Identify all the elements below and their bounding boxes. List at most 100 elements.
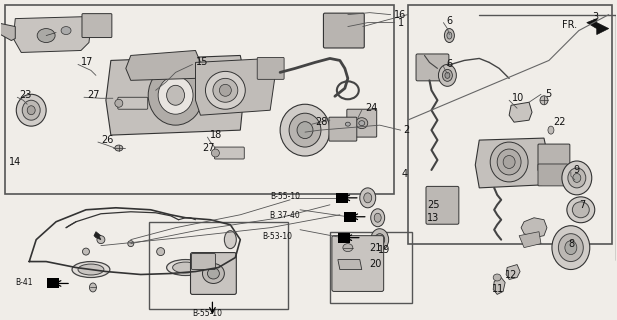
Bar: [408, 5, 611, 244]
Text: 26: 26: [101, 135, 114, 145]
Text: 6: 6: [446, 16, 452, 26]
Ellipse shape: [22, 100, 40, 120]
Ellipse shape: [442, 69, 452, 81]
Ellipse shape: [97, 236, 105, 244]
Text: 12: 12: [505, 270, 518, 281]
FancyBboxPatch shape: [82, 14, 112, 37]
Ellipse shape: [439, 64, 457, 86]
Ellipse shape: [567, 197, 595, 223]
Text: 4: 4: [402, 169, 408, 179]
Polygon shape: [0, 23, 15, 41]
Ellipse shape: [89, 283, 96, 292]
Text: 8: 8: [569, 239, 575, 249]
Polygon shape: [126, 51, 201, 80]
Ellipse shape: [37, 28, 55, 43]
Ellipse shape: [568, 168, 586, 188]
Bar: [338, 233, 350, 243]
Ellipse shape: [360, 188, 376, 208]
Ellipse shape: [562, 161, 592, 195]
Text: 20: 20: [370, 259, 382, 268]
Ellipse shape: [205, 71, 246, 109]
Text: 24: 24: [365, 103, 377, 113]
Text: B-41: B-41: [15, 278, 33, 287]
Ellipse shape: [371, 209, 384, 227]
Ellipse shape: [548, 126, 554, 134]
FancyBboxPatch shape: [332, 236, 384, 292]
Ellipse shape: [377, 237, 382, 243]
Ellipse shape: [558, 234, 583, 261]
Text: 10: 10: [512, 93, 524, 103]
FancyBboxPatch shape: [215, 147, 244, 159]
Text: B-53-10: B-53-10: [262, 232, 292, 241]
Ellipse shape: [289, 113, 321, 147]
Text: B-55-10: B-55-10: [270, 192, 300, 201]
Ellipse shape: [503, 156, 515, 168]
FancyBboxPatch shape: [191, 253, 215, 269]
Polygon shape: [94, 232, 101, 240]
Ellipse shape: [497, 149, 521, 175]
Ellipse shape: [346, 122, 350, 126]
Text: 25: 25: [428, 200, 440, 210]
Text: B 37-40: B 37-40: [270, 211, 300, 220]
FancyBboxPatch shape: [118, 97, 147, 109]
Ellipse shape: [371, 229, 389, 251]
Polygon shape: [587, 19, 609, 35]
Ellipse shape: [148, 65, 203, 125]
Bar: [336, 193, 348, 203]
Ellipse shape: [343, 244, 353, 252]
Text: 16: 16: [394, 10, 406, 20]
FancyBboxPatch shape: [329, 117, 357, 141]
Ellipse shape: [61, 27, 71, 35]
Text: 9: 9: [574, 165, 580, 175]
Ellipse shape: [364, 193, 371, 203]
FancyBboxPatch shape: [347, 109, 377, 137]
Polygon shape: [509, 102, 532, 122]
Ellipse shape: [167, 260, 204, 276]
Ellipse shape: [447, 32, 452, 39]
Polygon shape: [196, 59, 275, 115]
Bar: [149, 222, 288, 309]
Ellipse shape: [78, 264, 104, 275]
Ellipse shape: [157, 248, 165, 256]
Text: 14: 14: [9, 157, 22, 167]
Text: 7: 7: [579, 200, 585, 210]
Ellipse shape: [540, 96, 548, 105]
Ellipse shape: [573, 173, 581, 182]
Text: FR.: FR.: [562, 20, 577, 29]
Ellipse shape: [16, 94, 46, 126]
Text: 19: 19: [378, 244, 390, 255]
FancyBboxPatch shape: [416, 54, 449, 81]
Ellipse shape: [356, 118, 368, 129]
Text: 15: 15: [196, 57, 208, 68]
Text: 28: 28: [315, 117, 328, 127]
Ellipse shape: [297, 122, 313, 139]
Ellipse shape: [207, 268, 220, 279]
Bar: [47, 278, 59, 288]
Ellipse shape: [552, 226, 590, 269]
Text: 6: 6: [446, 60, 452, 69]
Ellipse shape: [83, 248, 89, 255]
Text: 18: 18: [210, 130, 223, 140]
Polygon shape: [475, 138, 547, 188]
Text: 5: 5: [545, 89, 551, 99]
Ellipse shape: [491, 142, 528, 182]
Text: 11: 11: [492, 284, 505, 294]
Polygon shape: [338, 260, 362, 269]
Polygon shape: [106, 55, 246, 135]
Ellipse shape: [158, 76, 193, 114]
Ellipse shape: [565, 241, 577, 255]
Ellipse shape: [573, 202, 589, 218]
Bar: [6, 5, 394, 194]
Text: 13: 13: [426, 213, 439, 223]
Ellipse shape: [212, 149, 220, 157]
Ellipse shape: [444, 28, 454, 43]
Polygon shape: [493, 277, 505, 294]
Text: 3: 3: [593, 12, 599, 22]
Text: 1: 1: [397, 18, 404, 28]
Text: 21: 21: [370, 243, 382, 252]
Text: 27: 27: [202, 143, 215, 153]
Polygon shape: [519, 232, 541, 248]
FancyBboxPatch shape: [538, 144, 570, 171]
FancyBboxPatch shape: [426, 186, 459, 224]
Ellipse shape: [167, 85, 184, 105]
